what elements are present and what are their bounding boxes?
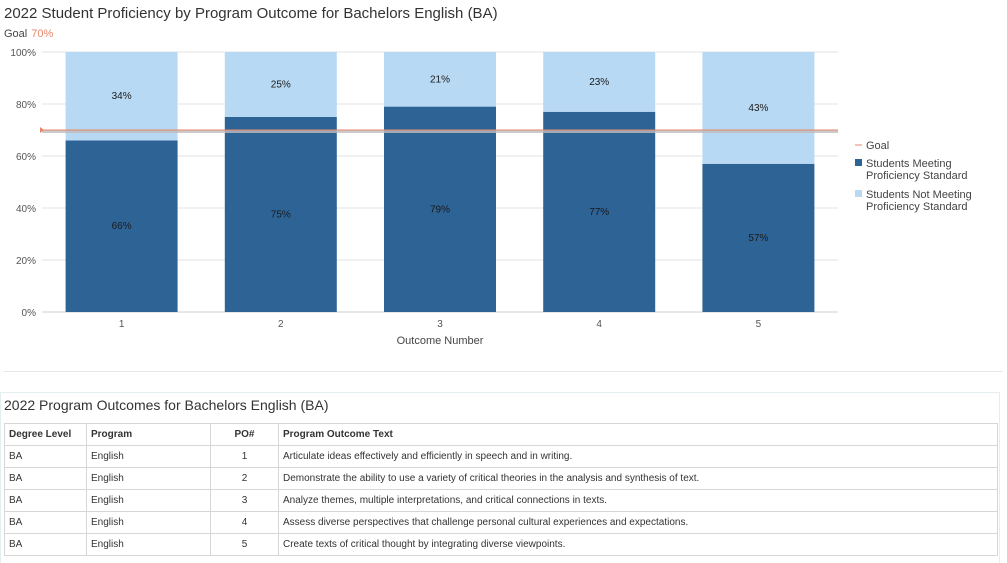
- y-tick-label: 80%: [16, 100, 36, 111]
- header-program[interactable]: Program: [86, 423, 211, 446]
- cell-degree-level: BA: [4, 467, 87, 490]
- cell-program: English: [86, 533, 211, 556]
- cell-po-number: 2: [210, 467, 279, 490]
- data-label-meeting: 66%: [112, 221, 132, 232]
- table-header-row: Degree Level Program PO# Program Outcome…: [4, 423, 998, 446]
- y-tick-label: 20%: [16, 256, 36, 267]
- cell-outcome-text: Assess diverse perspectives that challen…: [278, 511, 998, 534]
- y-tick-label: 40%: [16, 204, 36, 215]
- cell-outcome-text: Analyze themes, multiple interpretations…: [278, 489, 998, 512]
- cell-degree-level: BA: [4, 511, 87, 534]
- legend-label: Proficiency Standard: [866, 170, 968, 182]
- outcomes-table: Degree Level Program PO# Program Outcome…: [4, 423, 998, 556]
- table-row: BA English 1 Articulate ideas effectivel…: [4, 445, 998, 468]
- bar-segment-meeting: [384, 106, 496, 312]
- bar-segment-not-meeting: [702, 52, 815, 164]
- table-row: BA English 5 Create texts of critical th…: [4, 533, 998, 556]
- x-tick-label: 2: [278, 319, 284, 330]
- cell-outcome-text: Demonstrate the ability to use a variety…: [278, 467, 998, 490]
- table-row: BA English 2 Demonstrate the ability to …: [4, 467, 998, 490]
- goal-caption: Goal 70%: [4, 28, 53, 40]
- bar-segment-not-meeting: [224, 52, 337, 117]
- goal-marker: [40, 127, 44, 133]
- legend-swatch: [855, 190, 862, 197]
- section-divider: [4, 371, 1003, 372]
- data-label-meeting: 75%: [271, 210, 291, 221]
- bar-segment-meeting: [702, 163, 815, 312]
- goal-caption-label: Goal: [4, 28, 28, 40]
- x-tick-label: 5: [756, 319, 762, 330]
- cell-program: English: [86, 467, 211, 490]
- data-label-not-meeting: 43%: [748, 103, 768, 114]
- cell-outcome-text: Create texts of critical thought by inte…: [278, 533, 998, 556]
- y-tick-label: 100%: [10, 48, 36, 59]
- cell-degree-level: BA: [4, 489, 87, 512]
- cell-po-number: 4: [210, 511, 279, 534]
- cell-outcome-text: Articulate ideas effectively and efficie…: [278, 445, 998, 468]
- legend-swatch: [855, 159, 862, 166]
- cell-po-number: 3: [210, 489, 279, 512]
- cell-degree-level: BA: [4, 445, 87, 468]
- header-outcome-text[interactable]: Program Outcome Text: [278, 423, 998, 446]
- data-label-not-meeting: 23%: [589, 77, 609, 88]
- data-label-not-meeting: 34%: [112, 91, 132, 102]
- y-tick-label: 0%: [22, 308, 37, 319]
- goal-caption-value: 70%: [31, 28, 54, 40]
- bar-segment-not-meeting: [65, 52, 178, 141]
- bar-segment-meeting: [65, 140, 178, 312]
- proficiency-chart: 0% 20% 40% 60% 80% 100% 66% 34% 1 75% 25% 2 79% 21% 3 7…: [10, 48, 972, 347]
- outcomes-panel: [0, 392, 1000, 563]
- x-tick-label: 3: [437, 319, 443, 330]
- cell-degree-level: BA: [4, 533, 87, 556]
- data-label-meeting: 77%: [589, 207, 609, 218]
- chart-title: 2022 Student Proficiency by Program Outc…: [4, 5, 498, 22]
- bar-segment-not-meeting: [543, 52, 656, 112]
- outcomes-table-title: 2022 Program Outcomes for Bachelors Engl…: [4, 397, 329, 413]
- table-row: BA English 4 Assess diverse perspectives…: [4, 511, 998, 534]
- bar-segment-meeting: [224, 117, 337, 312]
- data-label-meeting: 79%: [430, 204, 450, 215]
- header-degree-level[interactable]: Degree Level: [4, 423, 87, 446]
- y-tick-label: 60%: [16, 152, 36, 163]
- table-row: BA English 3 Analyze themes, multiple in…: [4, 489, 998, 512]
- bar-segment-not-meeting: [384, 52, 496, 107]
- cell-program: English: [86, 489, 211, 512]
- cell-program: English: [86, 511, 211, 534]
- cell-program: English: [86, 445, 211, 468]
- x-tick-label: 4: [596, 319, 602, 330]
- bar-segment-meeting: [543, 111, 656, 312]
- cell-po-number: 1: [210, 445, 279, 468]
- data-label-not-meeting: 25%: [271, 80, 291, 91]
- legend-label: Students Not Meeting: [866, 189, 972, 201]
- data-label-meeting: 57%: [748, 233, 768, 244]
- legend-label: Students Meeting: [866, 158, 952, 170]
- legend-label: Goal: [866, 140, 889, 152]
- x-axis-label: Outcome Number: [397, 335, 484, 347]
- data-label-not-meeting: 21%: [430, 74, 450, 85]
- header-po-number[interactable]: PO#: [210, 423, 279, 446]
- x-tick-label: 1: [119, 319, 125, 330]
- legend-label: Proficiency Standard: [866, 201, 968, 213]
- cell-po-number: 5: [210, 533, 279, 556]
